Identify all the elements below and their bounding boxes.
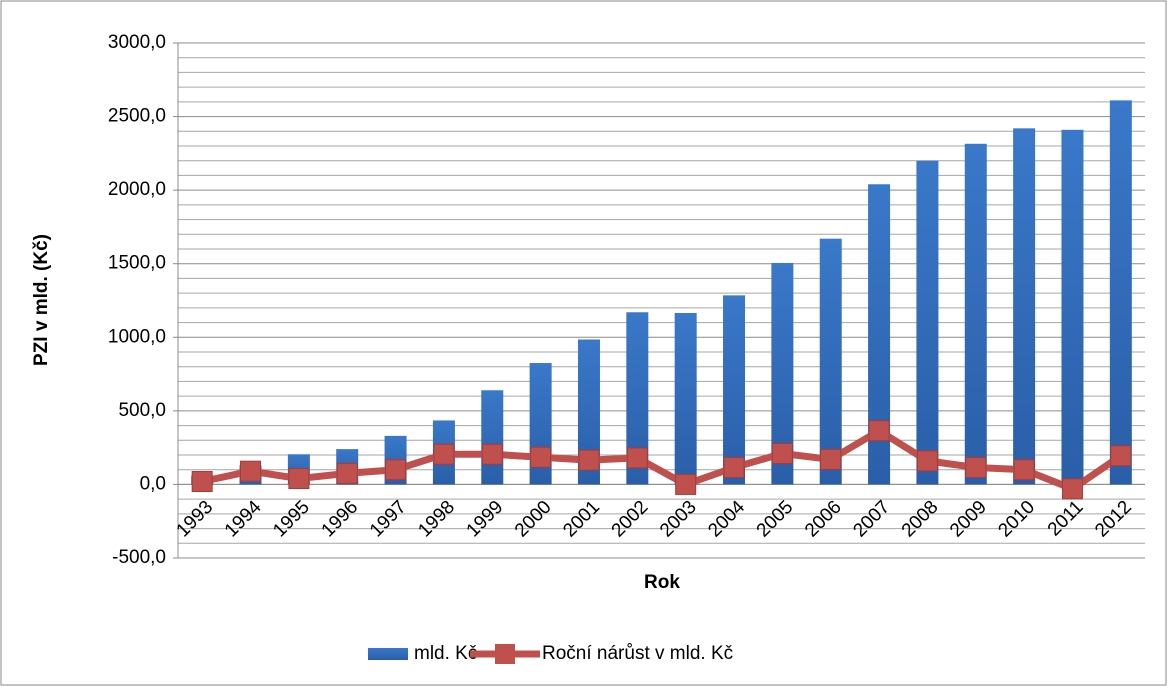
bar [626, 312, 649, 485]
line-marker [771, 443, 793, 465]
bar [1109, 100, 1132, 485]
bar [674, 313, 697, 485]
line-marker [385, 459, 407, 481]
line-marker [868, 420, 890, 442]
y-tick-label: 2500,0 [108, 106, 166, 127]
line-marker [820, 448, 842, 470]
y-tick-label: 500,0 [118, 400, 166, 421]
line-marker [288, 468, 310, 490]
y-tick-label: 1500,0 [108, 253, 166, 274]
legend-marker [495, 644, 515, 664]
y-tick-label: 2000,0 [108, 179, 166, 200]
y-axis-title: PZI v mld. (Kč) [31, 234, 52, 366]
bar [964, 143, 987, 485]
legend-label: Roční nárůst v mld. Kč [542, 643, 733, 664]
line-marker [1061, 478, 1083, 500]
line-marker [723, 457, 745, 479]
bar [577, 339, 600, 485]
y-tick-label: 3000,0 [108, 32, 166, 53]
line-marker [191, 470, 213, 492]
bar [481, 390, 504, 485]
legend-label: mld. Kč [414, 643, 477, 664]
bar [868, 184, 891, 485]
line-marker [530, 446, 552, 468]
line-marker [336, 462, 358, 484]
line-marker [1110, 445, 1132, 467]
y-tick-label: 1000,0 [108, 326, 166, 347]
line-marker [965, 457, 987, 479]
line-marker [675, 473, 697, 495]
y-tick-label: 0,0 [140, 473, 166, 494]
bar [771, 262, 794, 485]
line-marker [626, 447, 648, 469]
line-marker [481, 443, 503, 465]
line-marker [578, 449, 600, 471]
line-marker [240, 460, 262, 482]
bar [1061, 129, 1084, 485]
bar [1013, 128, 1036, 485]
line-marker [433, 443, 455, 465]
line-marker [1013, 459, 1035, 481]
bar [916, 160, 939, 485]
y-tick-label: -500,0 [112, 547, 166, 568]
bar [819, 238, 842, 485]
x-axis-title: Rok [644, 572, 680, 593]
bar [723, 295, 746, 485]
line-marker [916, 450, 938, 472]
legend-swatch [368, 648, 408, 660]
